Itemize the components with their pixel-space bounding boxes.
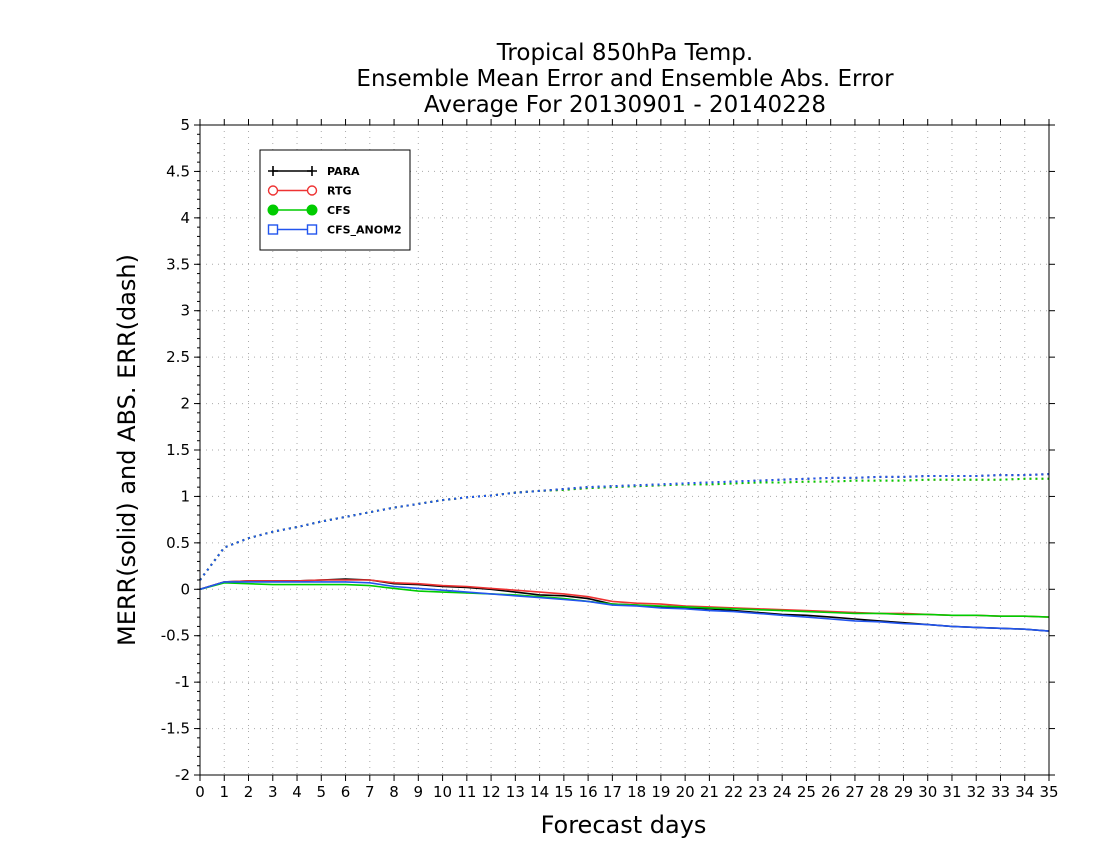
legend-marker	[306, 204, 318, 216]
x-tick-label: 6	[341, 783, 351, 801]
x-tick-label: 30	[918, 783, 937, 801]
x-tick-label: 23	[748, 783, 767, 801]
y-tick-label: 3	[180, 302, 190, 320]
series-line-merr	[199, 581, 1050, 618]
x-tick-label: 26	[821, 783, 840, 801]
x-axis-label: Forecast days	[541, 811, 707, 839]
y-tick-label: -2	[175, 766, 190, 784]
series-line-abs-err	[199, 477, 1049, 581]
y-tick-label: 0	[180, 580, 190, 598]
y-tick-label: 1	[180, 487, 190, 505]
y-axis-label: MERR(solid) and ABS. ERR(dash)	[113, 254, 141, 646]
x-tick-label: 18	[627, 783, 646, 801]
y-tick-label: 0.5	[166, 534, 190, 552]
y-tick-label: 4.5	[166, 162, 190, 180]
x-tick-label: 3	[268, 783, 278, 801]
y-tick-label: -1	[175, 673, 190, 691]
legend-label: PARA	[327, 165, 360, 178]
x-tick-label: 9	[414, 783, 424, 801]
x-tick-label: 14	[530, 783, 549, 801]
legend: PARA RTG CFS CFS_ANOM2	[259, 149, 411, 251]
x-tick-label: 21	[700, 783, 719, 801]
x-tick-label: 7	[365, 783, 375, 801]
series-line-abs-err	[199, 473, 1050, 581]
legend-marker	[267, 224, 279, 235]
x-tick-label: 4	[292, 783, 302, 801]
x-tick-label: 28	[870, 783, 889, 801]
x-tick-label: 27	[845, 783, 864, 801]
x-tick-label: 11	[457, 783, 476, 801]
y-tick-label: -1.5	[161, 720, 190, 738]
legend-label: RTG	[327, 185, 352, 198]
x-tick-label: 1	[219, 783, 229, 801]
y-tick-label: 4	[180, 209, 190, 227]
x-tick-label: 12	[482, 783, 501, 801]
series-lines	[199, 473, 1050, 632]
legend-label: CFS_ANOM2	[327, 224, 402, 237]
x-tick-label: 2	[244, 783, 254, 801]
x-tick-label: 32	[967, 783, 986, 801]
legend-marker	[306, 185, 318, 196]
x-tick-label: 17	[603, 783, 622, 801]
legend-marker	[267, 185, 279, 196]
legend-box	[259, 149, 411, 251]
y-tick-label: 3.5	[166, 255, 190, 273]
series-line-merr	[199, 581, 1050, 632]
y-tick-label: 2	[180, 395, 190, 413]
x-tick-label: 19	[651, 783, 670, 801]
x-tick-label: 24	[773, 783, 792, 801]
title-line: Average For 20130901 - 20140228	[424, 92, 826, 118]
legend-marker	[307, 166, 317, 176]
x-tick-label: 25	[797, 783, 816, 801]
series-line-abs-err	[199, 477, 1049, 581]
title-line: Tropical 850hPa Temp.	[496, 40, 753, 66]
y-axis: -2 -1.5 -1 -0.5 0 0.5 1 1.5 2 2.5 3 3.5 4 4.5 5	[161, 116, 1055, 784]
x-tick-label: 35	[1039, 783, 1058, 801]
x-tick-label: 13	[506, 783, 525, 801]
x-tick-label: 8	[389, 783, 399, 801]
grid	[200, 125, 1049, 775]
x-tick-label: 20	[676, 783, 695, 801]
legend-marker	[268, 166, 278, 176]
x-tick-label: 5	[317, 783, 327, 801]
x-tick-label: 16	[579, 783, 598, 801]
x-tick-label: 33	[991, 783, 1010, 801]
legend-marker	[267, 204, 279, 216]
y-tick-label: 2.5	[166, 348, 190, 366]
x-axis: 0 1 2 3 4 5 6 7 8 9 10 11 12 13 14 15 16 17 18 19 20 21 22 23 24…	[195, 119, 1059, 801]
x-tick-label: 22	[724, 783, 743, 801]
x-tick-label: 34	[1015, 783, 1034, 801]
legend-label: CFS	[327, 204, 351, 217]
chart-title: Tropical 850hPa Temp.Ensemble Mean Error…	[356, 40, 894, 118]
x-tick-label: 0	[195, 783, 205, 801]
x-tick-label: 15	[554, 783, 573, 801]
y-tick-label: 5	[180, 116, 190, 134]
x-tick-label: 31	[942, 783, 961, 801]
legend-marker	[306, 224, 318, 235]
series-line-merr	[199, 579, 1050, 618]
y-tick-label: 1.5	[166, 441, 190, 459]
y-tick-label: -0.5	[161, 627, 190, 645]
title-line: Ensemble Mean Error and Ensemble Abs. Er…	[356, 66, 894, 92]
series-line-abs-err	[199, 473, 1050, 581]
x-tick-label: 29	[894, 783, 913, 801]
x-tick-label: 10	[433, 783, 452, 801]
